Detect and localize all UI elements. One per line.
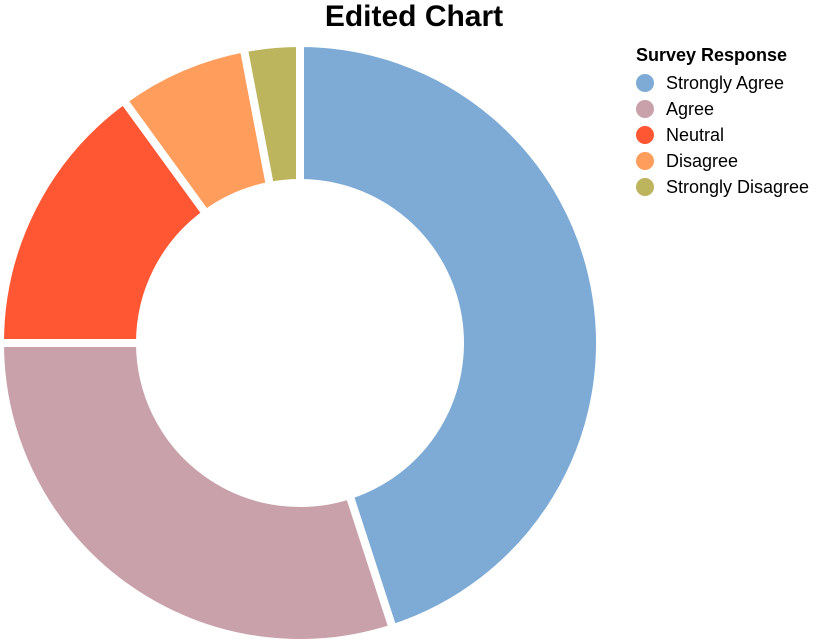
donut-slice-strongly-agree	[296, 39, 604, 633]
legend-label: Neutral	[666, 124, 725, 145]
legend: Survey Response Strongly Agree Agree Neutr…	[636, 44, 809, 200]
legend-label: Agree	[666, 98, 715, 119]
legend-swatch	[636, 178, 654, 196]
legend-item: Strongly Disagree	[636, 174, 809, 200]
legend-swatch	[636, 126, 654, 144]
legend-item: Disagree	[636, 148, 809, 174]
chart-title: Edited Chart	[324, 0, 504, 33]
legend-item: Agree	[636, 96, 809, 122]
legend-label: Disagree	[666, 150, 739, 171]
legend-swatch	[636, 152, 654, 170]
donut-slice-strongly-disagree	[239, 39, 304, 190]
legend-item: Neutral	[636, 122, 809, 148]
legend-swatch	[636, 74, 654, 92]
legend-item: Strongly Agree	[636, 70, 809, 96]
legend-label: Strongly Disagree	[666, 176, 810, 197]
donut-slice-neutral	[0, 96, 210, 347]
legend-label: Strongly Agree	[666, 72, 785, 93]
legend-swatch	[636, 100, 654, 118]
donut-slice-agree	[0, 339, 397, 644]
legend-title: Survey Response	[636, 45, 788, 65]
